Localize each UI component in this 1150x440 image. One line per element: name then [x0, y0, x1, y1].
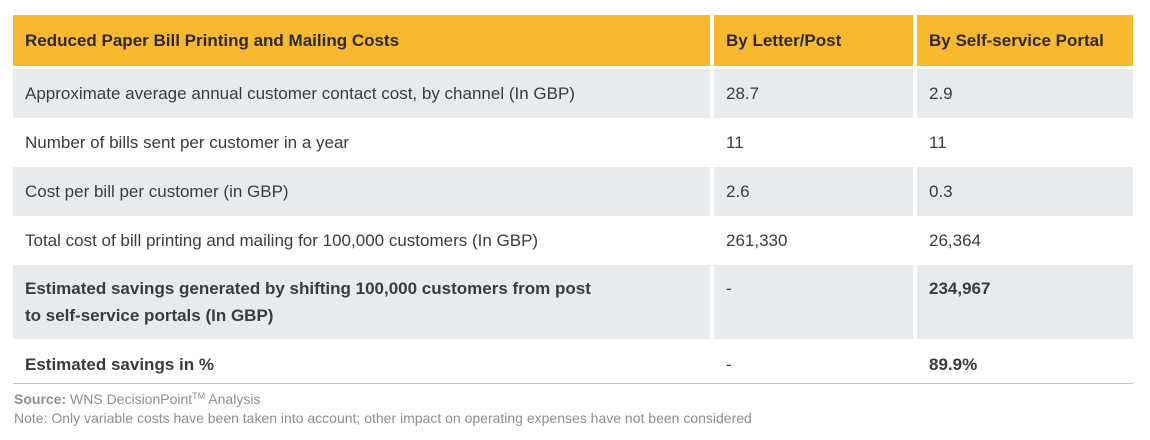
post-value: 261,330: [710, 216, 913, 265]
portal-value: 11: [913, 118, 1133, 167]
table-header-row: Reduced Paper Bill Printing and Mailing …: [13, 15, 1133, 66]
header-by-letter-post: By Letter/Post: [710, 15, 913, 66]
portal-value: 2.9: [913, 66, 1133, 118]
row-label: Approximate average annual customer cont…: [13, 66, 710, 118]
table-row: Approximate average annual customer cont…: [13, 66, 1133, 118]
portal-value: 89.9%: [913, 339, 1133, 391]
footnote: Note: Only variable costs have been take…: [14, 410, 752, 426]
table-row: Total cost of bill printing and mailing …: [13, 216, 1133, 265]
source-text: WNS DecisionPoint: [70, 391, 193, 407]
post-value: -: [710, 339, 913, 391]
post-value: -: [710, 265, 913, 339]
header-title: Reduced Paper Bill Printing and Mailing …: [13, 15, 710, 66]
row-label: Estimated savings generated by shifting …: [13, 265, 710, 339]
costs-table: Reduced Paper Bill Printing and Mailing …: [13, 15, 1133, 391]
row-label: Estimated savings in %: [13, 339, 710, 391]
row-label: Number of bills sent per customer in a y…: [13, 118, 710, 167]
trademark-mark: TM: [192, 391, 206, 401]
source-label: Source:: [14, 391, 67, 407]
footer-divider: [13, 383, 1133, 384]
row-label-line-2: to self-service portals (In GBP): [25, 306, 274, 325]
post-value: 28.7: [710, 66, 913, 118]
row-label: Total cost of bill printing and mailing …: [13, 216, 710, 265]
source-suffix: Analysis: [208, 391, 261, 407]
portal-value: 0.3: [913, 167, 1133, 216]
post-value: 11: [710, 118, 913, 167]
table-row: Estimated savings in % - 89.9%: [13, 339, 1133, 391]
source-line: Source: WNS DecisionPointTM Analysis: [14, 391, 260, 407]
portal-value: 26,364: [913, 216, 1133, 265]
table-row: Cost per bill per customer (in GBP) 2.6 …: [13, 167, 1133, 216]
post-value: 2.6: [710, 167, 913, 216]
row-label-line-1: Estimated savings generated by shifting …: [25, 279, 591, 298]
row-label: Cost per bill per customer (in GBP): [13, 167, 710, 216]
table-row: Estimated savings generated by shifting …: [13, 265, 1133, 339]
portal-value: 234,967: [913, 265, 1133, 339]
header-by-self-service-portal: By Self-service Portal: [913, 15, 1133, 66]
table-row: Number of bills sent per customer in a y…: [13, 118, 1133, 167]
